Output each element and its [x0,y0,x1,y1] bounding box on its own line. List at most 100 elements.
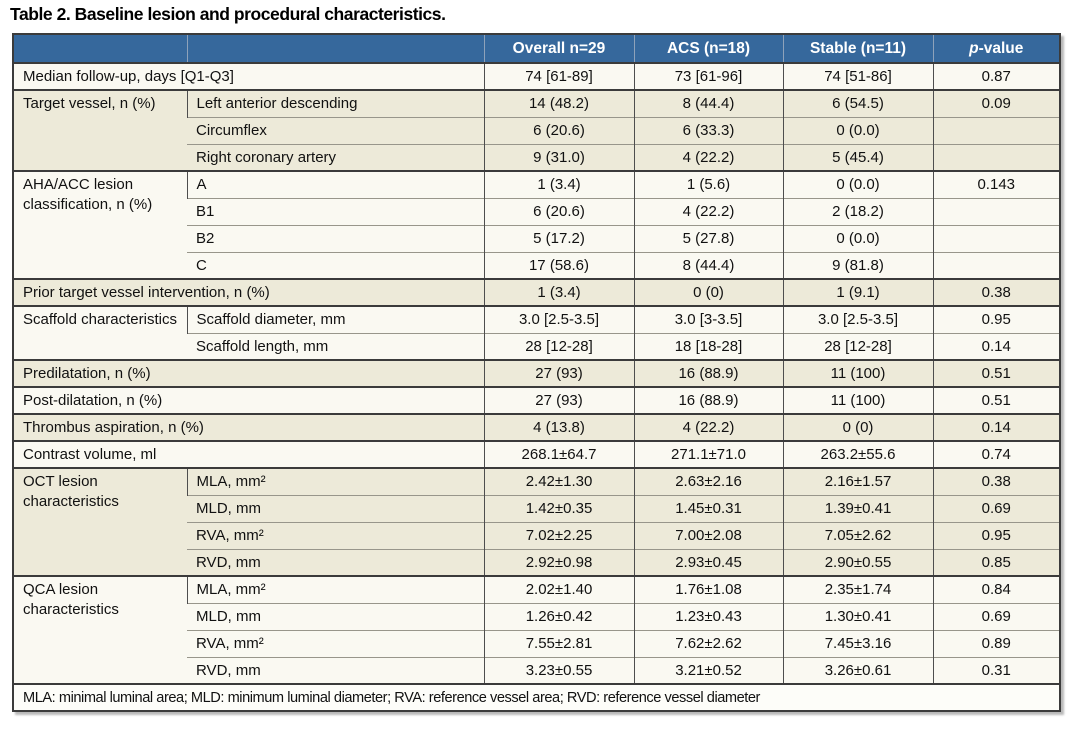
value-cell: 27 (93) [483,386,634,414]
value-cell: 0 (0) [782,413,933,441]
row-label: Prior target vessel intervention, n (%) [13,278,484,306]
value-cell: 8 (44.4) [633,89,783,117]
row-label: Post-dilatation, n (%) [13,386,484,414]
value-cell: 5 (27.8) [633,224,783,252]
header-empty-sub [186,34,484,63]
value-cell: 28 [12-28] [483,332,634,360]
value-cell: 2.90±0.55 [782,548,933,576]
p-italic: p [969,39,979,57]
value-cell: 1 (5.6) [633,170,783,198]
value-cell: 0.69 [932,602,1060,630]
value-cell: 0.87 [932,62,1060,90]
value-cell: 7.02±2.25 [483,521,634,549]
value-cell: 0.14 [932,332,1060,360]
value-cell: 8 (44.4) [633,251,783,279]
value-cell: 1.39±0.41 [782,494,933,522]
value-cell: 0.95 [932,305,1060,333]
value-cell: 2 (18.2) [782,197,933,225]
value-cell: 5 (45.4) [782,143,933,171]
row-label: MLA, mm² [186,467,484,495]
value-cell: 73 [61-96] [633,62,783,90]
value-cell: 6 (20.6) [483,197,634,225]
value-cell: 1.23±0.43 [633,602,783,630]
value-cell: 0.69 [932,494,1060,522]
table-row: RVD, mm 3.23±0.55 3.21±0.52 3.26±0.61 0.… [13,656,1060,684]
value-cell: 1 (3.4) [483,170,634,198]
value-cell: 0.38 [932,278,1060,306]
value-cell: 2.63±2.16 [633,467,783,495]
p-rest: -value [978,39,1024,57]
value-cell [932,143,1060,171]
table-row: Target vessel, n (%) Left anterior desce… [13,89,1060,171]
row-label: Scaffold length, mm [187,332,484,360]
value-cell: 6 (20.6) [483,116,634,144]
table-row: C 17 (58.6) 8 (44.4) 9 (81.8) [13,251,1060,279]
value-cell: 2.42±1.30 [483,467,634,495]
value-cell: 0 (0) [633,278,783,306]
row-label: RVD, mm [187,548,484,576]
value-cell: 0.89 [932,629,1060,657]
row-label: Right coronary artery [187,143,484,171]
value-cell: 0.85 [932,548,1060,576]
group-label: QCA lesion characteristics [13,575,187,684]
value-cell: 18 [18-28] [633,332,783,360]
group-label: Scaffold characteristics [13,305,187,360]
table-row: QCA lesion characteristics MLA, mm² 2.02… [13,575,1060,684]
group-label: AHA/ACC lesion classification, n (%) [13,170,187,279]
row-label: Left anterior descending [186,89,484,117]
value-cell: 0 (0.0) [782,224,933,252]
table-row: Contrast volume, ml 268.1±64.7 271.1±71.… [13,440,1060,468]
value-cell: 271.1±71.0 [633,440,783,468]
value-cell: 17 (58.6) [483,251,634,279]
value-cell: 7.62±2.62 [633,629,783,657]
table-title: Table 2. Baseline lesion and procedural … [10,4,446,24]
value-cell: 9 (81.8) [782,251,933,279]
value-cell: 2.93±0.45 [633,548,783,576]
table-row: MLD, mm 1.42±0.35 1.45±0.31 1.39±0.41 0.… [13,494,1060,522]
value-cell: 6 (54.5) [782,89,933,117]
value-cell: 7.00±2.08 [633,521,783,549]
table-row: Thrombus aspiration, n (%) 4 (13.8) 4 (2… [13,413,1060,441]
value-cell [932,197,1060,225]
header-pvalue: p-value [932,34,1060,63]
value-cell: 1.45±0.31 [633,494,783,522]
header-overall: Overall n=29 [483,34,634,63]
table-row: Circumflex 6 (20.6) 6 (33.3) 0 (0.0) [13,116,1060,144]
value-cell: 268.1±64.7 [483,440,634,468]
value-cell: 11 (100) [782,359,933,387]
value-cell: 5 (17.2) [483,224,634,252]
value-cell: 0 (0.0) [782,170,933,198]
value-cell: 1.26±0.42 [483,602,634,630]
value-cell: 0 (0.0) [782,116,933,144]
table-row: Right coronary artery 9 (31.0) 4 (22.2) … [13,143,1060,171]
table-row: Scaffold characteristics Scaffold diamet… [13,305,1060,360]
value-cell: 4 (22.2) [633,143,783,171]
row-label: Circumflex [187,116,484,144]
row-label: RVD, mm [187,656,484,684]
table-row: RVA, mm² 7.02±2.25 7.00±2.08 7.05±2.62 0… [13,521,1060,549]
value-cell: 1.76±1.08 [633,575,783,603]
value-cell: 7.55±2.81 [483,629,634,657]
value-cell: 3.26±0.61 [782,656,933,684]
value-cell: 28 [12-28] [782,332,933,360]
value-cell: 27 (93) [483,359,634,387]
value-cell: 4 (13.8) [483,413,634,441]
table-row: RVD, mm 2.92±0.98 2.93±0.45 2.90±0.55 0.… [13,548,1060,576]
header-empty-group [13,34,187,63]
value-cell: 3.0 [2.5-3.5] [782,305,933,333]
value-cell: 1.30±0.41 [782,602,933,630]
table-row: Prior target vessel intervention, n (%) … [13,278,1060,306]
table-row: AHA/ACC lesion classification, n (%) A 1… [13,170,1060,279]
value-cell [932,224,1060,252]
group-label: OCT lesion characteristics [13,467,187,576]
value-cell: 7.45±3.16 [782,629,933,657]
table-row: B2 5 (17.2) 5 (27.8) 0 (0.0) [13,224,1060,252]
table-row: MLD, mm 1.26±0.42 1.23±0.43 1.30±0.41 0.… [13,602,1060,630]
row-label: A [186,170,484,198]
row-label: C [187,251,484,279]
table-row: Scaffold length, mm 28 [12-28] 18 [18-28… [13,332,1060,360]
value-cell: 3.0 [3-3.5] [633,305,783,333]
value-cell: 9 (31.0) [483,143,634,171]
header-row: Overall n=29 ACS (n=18) Stable (n=11) p-… [13,34,1060,63]
